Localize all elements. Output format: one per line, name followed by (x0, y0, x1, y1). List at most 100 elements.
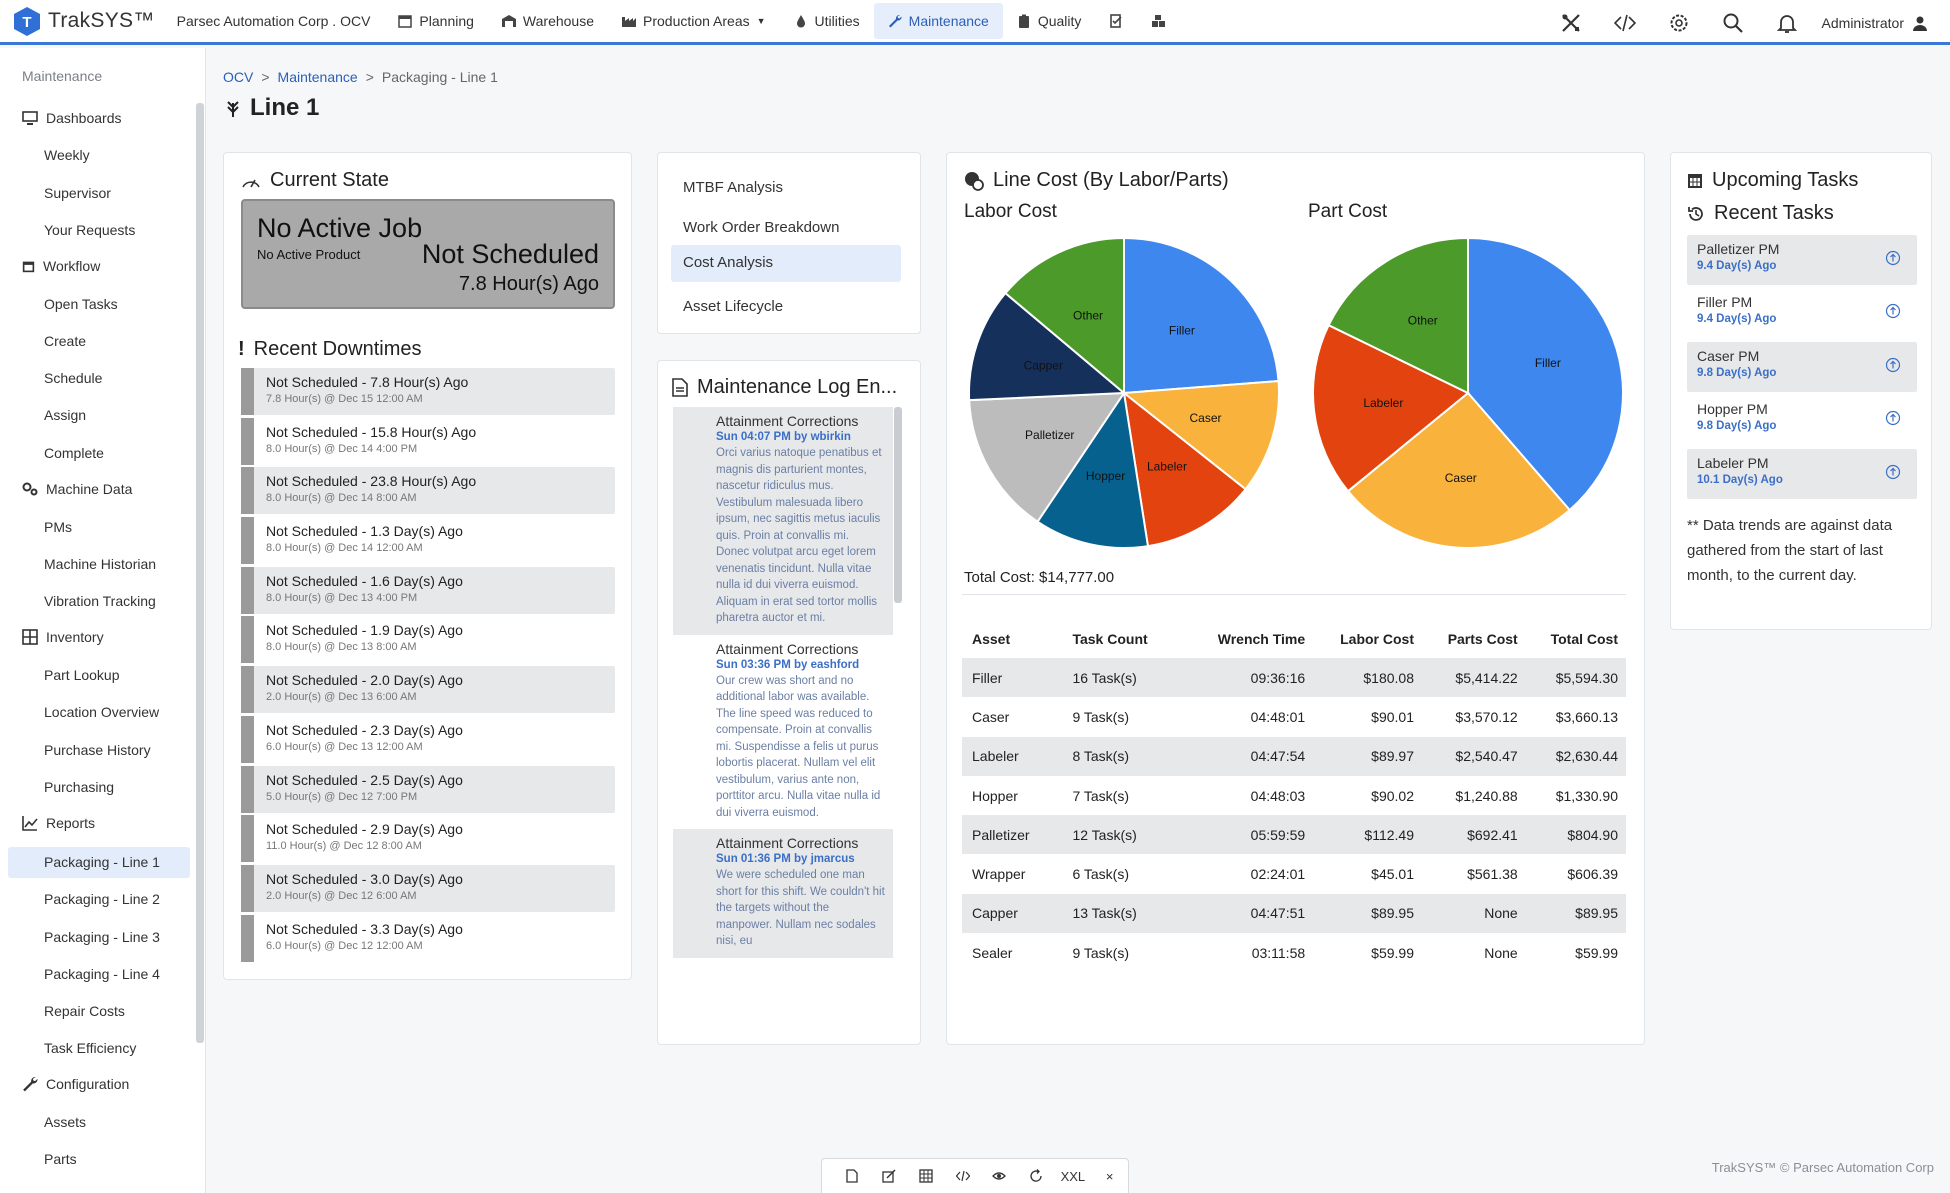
sidebar-item-part-lookup[interactable]: Part Lookup (44, 667, 120, 683)
labor-cost-slice-palletizer[interactable] (968, 391, 1126, 524)
sidebar-section-inventory[interactable]: Inventory (22, 629, 104, 645)
arrow-up-circle-icon[interactable] (1885, 357, 1901, 373)
sidebar-item-parts[interactable]: Parts (44, 1151, 77, 1167)
downtime-row[interactable]: Not Scheduled - 1.9 Day(s) Ago 8.0 Hour(s… (241, 616, 615, 664)
sidebar-section-dashboards[interactable]: Dashboards (22, 110, 122, 126)
downtime-row[interactable]: Not Scheduled - 1.6 Day(s) Ago 8.0 Hour(s… (241, 566, 615, 614)
log-entry[interactable]: Attainment Corrections Sun 01:36 PM by jm… (673, 829, 893, 958)
preview-button[interactable] (981, 1161, 1018, 1191)
tools-button[interactable] (1544, 0, 1598, 45)
edit-button[interactable] (871, 1161, 908, 1191)
downtime-row[interactable]: Not Scheduled - 2.0 Day(s) Ago 2.0 Hour(s… (241, 666, 615, 714)
downtime-row[interactable]: Not Scheduled - 3.3 Day(s) Ago 6.0 Hour(s… (241, 914, 615, 962)
sidebar-item-packaging-line-2[interactable]: Packaging - Line 2 (44, 891, 160, 907)
cost-table-row[interactable]: Caser 9 Task(s) 04:48:01 $90.01 $3,570.12 $3,… (962, 697, 1626, 736)
sidebar-item-repair-costs[interactable]: Repair Costs (44, 1003, 125, 1019)
cost-table-row[interactable]: Wrapper 6 Task(s) 02:24:01 $45.01 $561.38 $60… (962, 854, 1626, 893)
app-logo[interactable]: T TrakSYS™ (12, 5, 155, 37)
menu-work-order-breakdown[interactable]: Work Order Breakdown (683, 219, 840, 236)
sidebar-item-assets[interactable]: Assets (44, 1114, 87, 1130)
user-menu[interactable]: Administrator (1822, 15, 1928, 31)
nav-modules[interactable] (1137, 3, 1179, 39)
settings-button[interactable] (1652, 0, 1706, 45)
labor-cost-slice-filler[interactable] (1123, 236, 1280, 395)
task-item[interactable]: Hopper PM 9.8 Day(s) Ago (1687, 395, 1917, 445)
labor-cost-slice-labeler[interactable] (1122, 390, 1247, 548)
sidebar-section-machine-data[interactable]: Machine Data (22, 481, 132, 497)
downtime-row[interactable]: Not Scheduled - 1.3 Day(s) Ago 8.0 Hour(s… (241, 517, 615, 565)
menu-cost-analysis[interactable]: Cost Analysis (671, 245, 901, 282)
cost-table-row[interactable]: Capper 13 Task(s) 04:47:51 $89.95 None $89.95 (962, 893, 1626, 934)
sidebar-section-configuration[interactable]: Configuration (22, 1076, 129, 1092)
log-entry[interactable]: Attainment Corrections Sun 03:36 PM by ea… (673, 635, 893, 830)
cost-table-row[interactable]: Filler 16 Task(s) 09:36:16 $180.08 $5,414.22… (962, 658, 1626, 698)
sidebar-item-assign[interactable]: Assign (44, 407, 87, 423)
notifications-button[interactable] (1760, 0, 1814, 45)
nav-warehouse[interactable]: Warehouse (488, 3, 608, 39)
labor-cost-slice-other[interactable] (1004, 236, 1125, 396)
col-total-cost[interactable]: Total Cost (1550, 631, 1618, 647)
downtime-row[interactable]: Not Scheduled - 23.8 Hour(s) Ago 8.0 Hour… (241, 467, 615, 515)
cost-table-row[interactable]: Sealer 9 Task(s) 03:11:58 $59.99 None $59.99 (962, 933, 1626, 972)
downtime-row[interactable]: Not Scheduled - 2.9 Day(s) Ago 11.0 Hour(… (241, 815, 615, 863)
task-item[interactable]: Filler PM 9.4 Day(s) Ago (1687, 288, 1917, 338)
nav-maintenance[interactable]: Maintenance (873, 3, 1003, 39)
cost-table-row[interactable]: Hopper 7 Task(s) 04:48:03 $90.02 $1,240.88 $1… (962, 776, 1626, 815)
nav-utilities[interactable]: Utilities (780, 3, 874, 39)
grid-button[interactable] (908, 1161, 945, 1191)
search-button[interactable] (1706, 0, 1760, 45)
size-button[interactable]: XXL (1060, 1168, 1086, 1184)
sidebar-item-supervisor[interactable]: Supervisor (44, 185, 111, 201)
sidebar-item-machine-historian[interactable]: Machine Historian (44, 556, 157, 572)
arrow-up-circle-icon[interactable] (1885, 250, 1901, 266)
labor-cost-slice-capper[interactable] (968, 291, 1127, 402)
log-entry[interactable]: Attainment Corrections Sun 04:07 PM by wb… (673, 407, 893, 635)
arrow-up-circle-icon[interactable] (1885, 410, 1901, 426)
sidebar-item-task-efficiency[interactable]: Task Efficiency (44, 1040, 137, 1056)
part-cost-slice-labeler[interactable] (1312, 323, 1470, 493)
breadcrumb-maintenance[interactable]: Maintenance (277, 69, 358, 85)
sidebar-item-packaging-line-4[interactable]: Packaging - Line 4 (44, 966, 160, 982)
breadcrumb-ocv[interactable]: OCV (223, 69, 254, 85)
sidebar-section-workflow[interactable]: Workflow (22, 258, 100, 274)
refresh-button[interactable] (1018, 1161, 1055, 1191)
downtime-row[interactable]: Not Scheduled - 2.3 Day(s) Ago 6.0 Hour(s… (241, 715, 615, 763)
sidebar-item-purchase-history[interactable]: Purchase History (44, 742, 151, 758)
labor-cost-slice-hopper[interactable] (1036, 390, 1150, 549)
sidebar-item-complete[interactable]: Complete (44, 445, 104, 461)
menu-mtbf-analysis[interactable]: MTBF Analysis (683, 179, 784, 196)
part-cost-slice-other[interactable] (1327, 236, 1469, 395)
sidebar-item-pms[interactable]: PMs (44, 519, 72, 535)
downtime-row[interactable]: Not Scheduled - 7.8 Hour(s) Ago 7.8 Hour(… (241, 368, 615, 415)
task-item[interactable]: Caser PM 9.8 Day(s) Ago (1687, 342, 1917, 392)
part-cost-slice-filler[interactable] (1467, 236, 1624, 512)
sidebar-item-location-overview[interactable]: Location Overview (44, 704, 160, 720)
sidebar-item-vibration-tracking[interactable]: Vibration Tracking (44, 593, 156, 609)
col-labor-cost[interactable]: Labor Cost (1340, 631, 1414, 647)
sidebar-item-create[interactable]: Create (44, 333, 87, 349)
task-item[interactable]: Labeler PM 10.1 Day(s) Ago (1687, 449, 1917, 499)
col-asset[interactable]: Asset (972, 631, 1011, 647)
close-button[interactable]: × (1105, 1168, 1114, 1184)
nav-planning[interactable]: Planning (384, 3, 488, 39)
cost-table-row[interactable]: Palletizer 12 Task(s) 05:59:59 $112.49 $692.… (962, 815, 1626, 855)
labor-cost-slice-caser[interactable] (1121, 379, 1280, 491)
part-cost-slice-caser[interactable] (1346, 391, 1572, 549)
col-parts-cost[interactable]: Parts Cost (1447, 631, 1518, 647)
page-button[interactable] (834, 1161, 871, 1191)
sidebar-scrollbar[interactable] (196, 103, 204, 1043)
col-wrench-time[interactable]: Wrench Time (1217, 631, 1306, 647)
task-item[interactable]: Palletizer PM 9.4 Day(s) Ago (1687, 235, 1917, 285)
sidebar-item-open-tasks[interactable]: Open Tasks (44, 296, 118, 312)
arrow-up-circle-icon[interactable] (1885, 303, 1901, 319)
arrow-up-circle-icon[interactable] (1885, 464, 1901, 480)
cost-table-row[interactable]: Labeler 8 Task(s) 04:47:54 $89.97 $2,540.47 $… (962, 736, 1626, 776)
recent-tasks-header[interactable]: Recent Tasks (1687, 202, 1834, 225)
sidebar-item-weekly[interactable]: Weekly (44, 147, 90, 163)
code-button[interactable] (944, 1161, 981, 1191)
sidebar-item-schedule[interactable]: Schedule (44, 370, 103, 386)
maintenance-log-scrollbar[interactable] (894, 407, 902, 603)
sidebar-item-your-requests[interactable]: Your Requests (44, 222, 136, 238)
menu-asset-lifecycle[interactable]: Asset Lifecycle (683, 298, 784, 315)
site-selector[interactable]: Parsec Automation Corp . OCV (176, 13, 371, 29)
